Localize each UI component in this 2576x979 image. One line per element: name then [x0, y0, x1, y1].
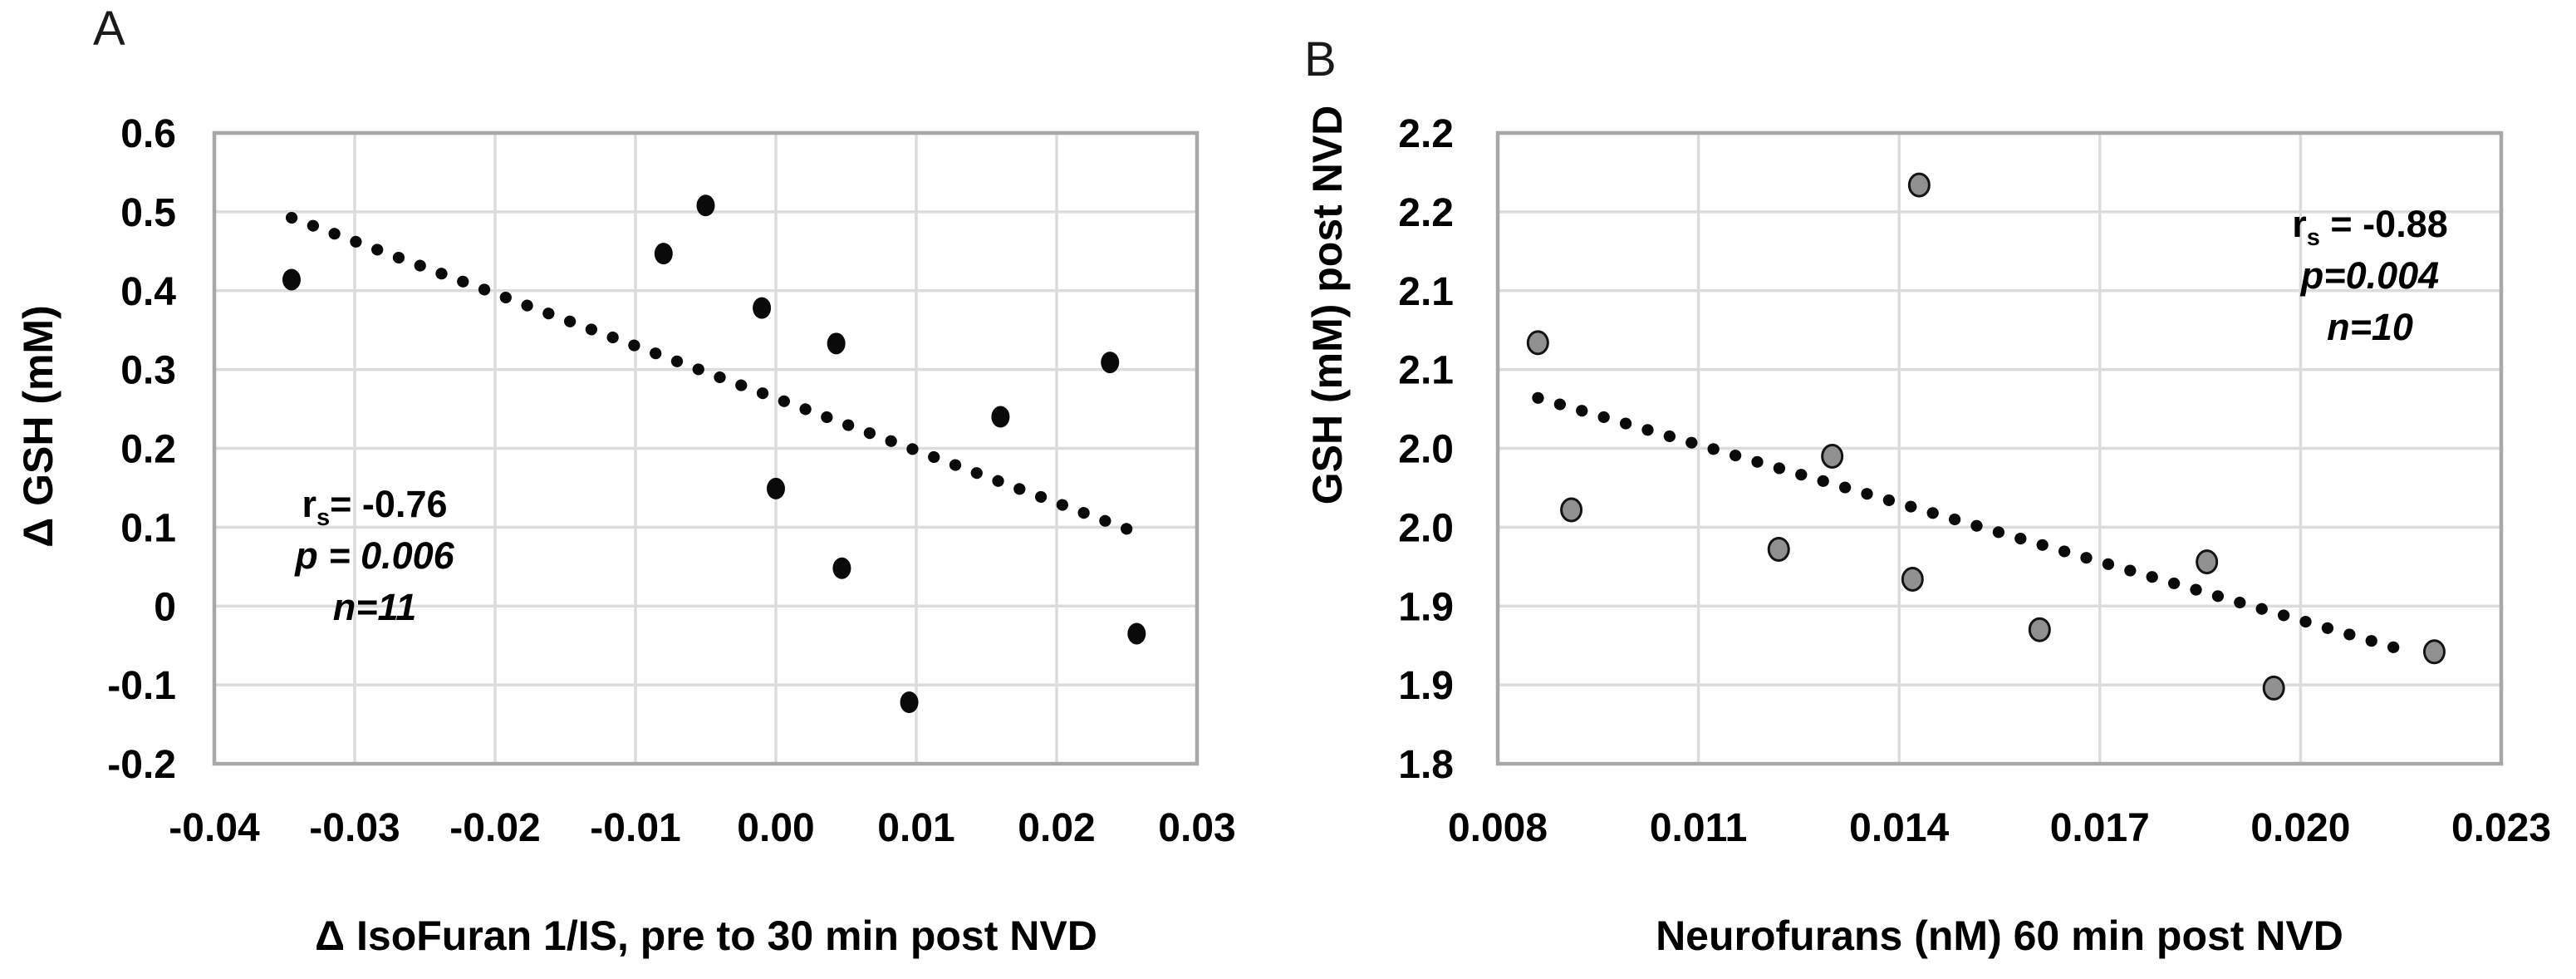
y-axis-tick-label: 2.1	[1398, 349, 1454, 393]
data-point	[2422, 639, 2446, 665]
x-axis-tick-label: 0.011	[1650, 806, 1747, 850]
x-axis-tick-label: -0.03	[309, 806, 400, 850]
trendline-dotted	[285, 211, 1145, 539]
panel-b-y-axis-title: GSH (mM) post NVD	[1304, 105, 1351, 505]
panel-letter-a: A	[93, 2, 125, 56]
panel-b-x-axis-title: Neurofurans (nM) 60 min post NVD	[1656, 913, 2343, 959]
data-point	[1907, 172, 1931, 198]
data-point	[1101, 352, 1120, 374]
y-axis-tick-label: 0.1	[120, 506, 176, 550]
y-axis-tick-label: 0.3	[120, 349, 176, 393]
y-axis-tick-label: 2.0	[1398, 428, 1454, 472]
panel-a-p-line: p = 0.006	[295, 534, 454, 577]
data-point	[2196, 549, 2219, 575]
subscript-s: s	[316, 504, 331, 531]
x-axis-tick-label: 0.014	[1849, 806, 1949, 850]
panel-a-stats-annotation: rs= -0.76 p = 0.006 n=11	[295, 479, 454, 633]
panel-b-p-line: p=0.004	[2300, 254, 2440, 297]
panel-a-rs-line: rs= -0.76	[302, 483, 448, 531]
y-axis-tick-label: 2.0	[1398, 506, 1454, 550]
y-axis-tick-label: 0	[154, 585, 176, 629]
y-axis-tick-label: 0.2	[120, 428, 176, 472]
y-axis-tick-label: 2.1	[1398, 270, 1454, 314]
y-axis-tick-label: 1.9	[1398, 585, 1454, 629]
panel-a-plot-area: -0.2 -0.1 0 0.1 0.2 0.3 0.4 0.5 0.6 -0.04 -0.03 -0.…	[107, 112, 1235, 850]
x-axis-tick-label: -0.01	[590, 806, 680, 850]
data-point	[696, 194, 715, 217]
x-axis-tick-label: -0.04	[169, 806, 260, 850]
y-axis-tick-label: 2.2	[1398, 191, 1454, 235]
panel-b-stats-annotation: rs = -0.88 p=0.004 n=10	[2292, 199, 2448, 353]
panel-b-plot-area: 1.8 1.9 1.9 2.0 2.0 2.1 2.1 2.2 2.2 0.008 0.011 0.0…	[1398, 112, 2551, 850]
data-point	[900, 691, 919, 713]
data-point	[827, 332, 846, 355]
panel-b-rs-line: rs = -0.88	[2292, 203, 2448, 251]
y-axis-tick-label: 0.6	[120, 112, 176, 156]
x-axis-tick-label: 0.03	[1158, 806, 1235, 850]
data-point	[1560, 497, 1583, 523]
panel-a-y-axis-title: Δ GSH (mM)	[15, 305, 61, 548]
trendline-dotted	[1532, 391, 2421, 660]
data-point	[282, 268, 301, 291]
panel-letter-b: B	[1304, 32, 1337, 86]
plot-border	[1495, 130, 2504, 766]
x-axis-tick-label: 0.01	[877, 806, 954, 850]
data-point	[1901, 566, 1924, 592]
y-axis-tick-label: 2.2	[1398, 112, 1454, 156]
data-point	[1127, 622, 1146, 645]
subscript-s: s	[2306, 224, 2320, 251]
panel-a-x-axis-title: Δ IsoFuran 1/IS, pre to 30 min post NVD	[315, 913, 1097, 959]
data-point	[2262, 675, 2285, 701]
x-axis-tick-label: 0.017	[2050, 806, 2150, 850]
panel-b-n-line: n=10	[2327, 306, 2413, 348]
panel-a-n-line: n=11	[332, 586, 417, 628]
y-axis-tick-label: 0.4	[120, 270, 176, 314]
y-axis-tick-label: 1.8	[1398, 743, 1454, 787]
y-axis-tick-label: 0.5	[120, 191, 176, 235]
x-axis-tick-label: 0.020	[2250, 806, 2350, 850]
data-point	[654, 243, 673, 265]
x-axis-tick-label: 0.008	[1448, 806, 1548, 850]
y-axis-tick-label: -0.1	[107, 664, 176, 708]
data-point	[1767, 536, 1790, 562]
x-axis-tick-label: 0.02	[1018, 806, 1095, 850]
data-point	[832, 557, 851, 579]
x-axis-tick-label: 0.023	[2451, 806, 2551, 850]
y-axis-tick-label: -0.2	[107, 743, 176, 787]
data-point	[2028, 617, 2051, 642]
y-axis-tick-label: 1.9	[1398, 664, 1454, 708]
plot-border	[212, 130, 1200, 766]
x-axis-tick-label: -0.02	[449, 806, 540, 850]
data-point	[753, 297, 772, 319]
x-axis-tick-label: 0.00	[737, 806, 814, 850]
data-point	[767, 477, 785, 499]
data-point	[1821, 443, 1844, 469]
data-point	[991, 406, 1010, 428]
data-point	[1526, 330, 1549, 356]
